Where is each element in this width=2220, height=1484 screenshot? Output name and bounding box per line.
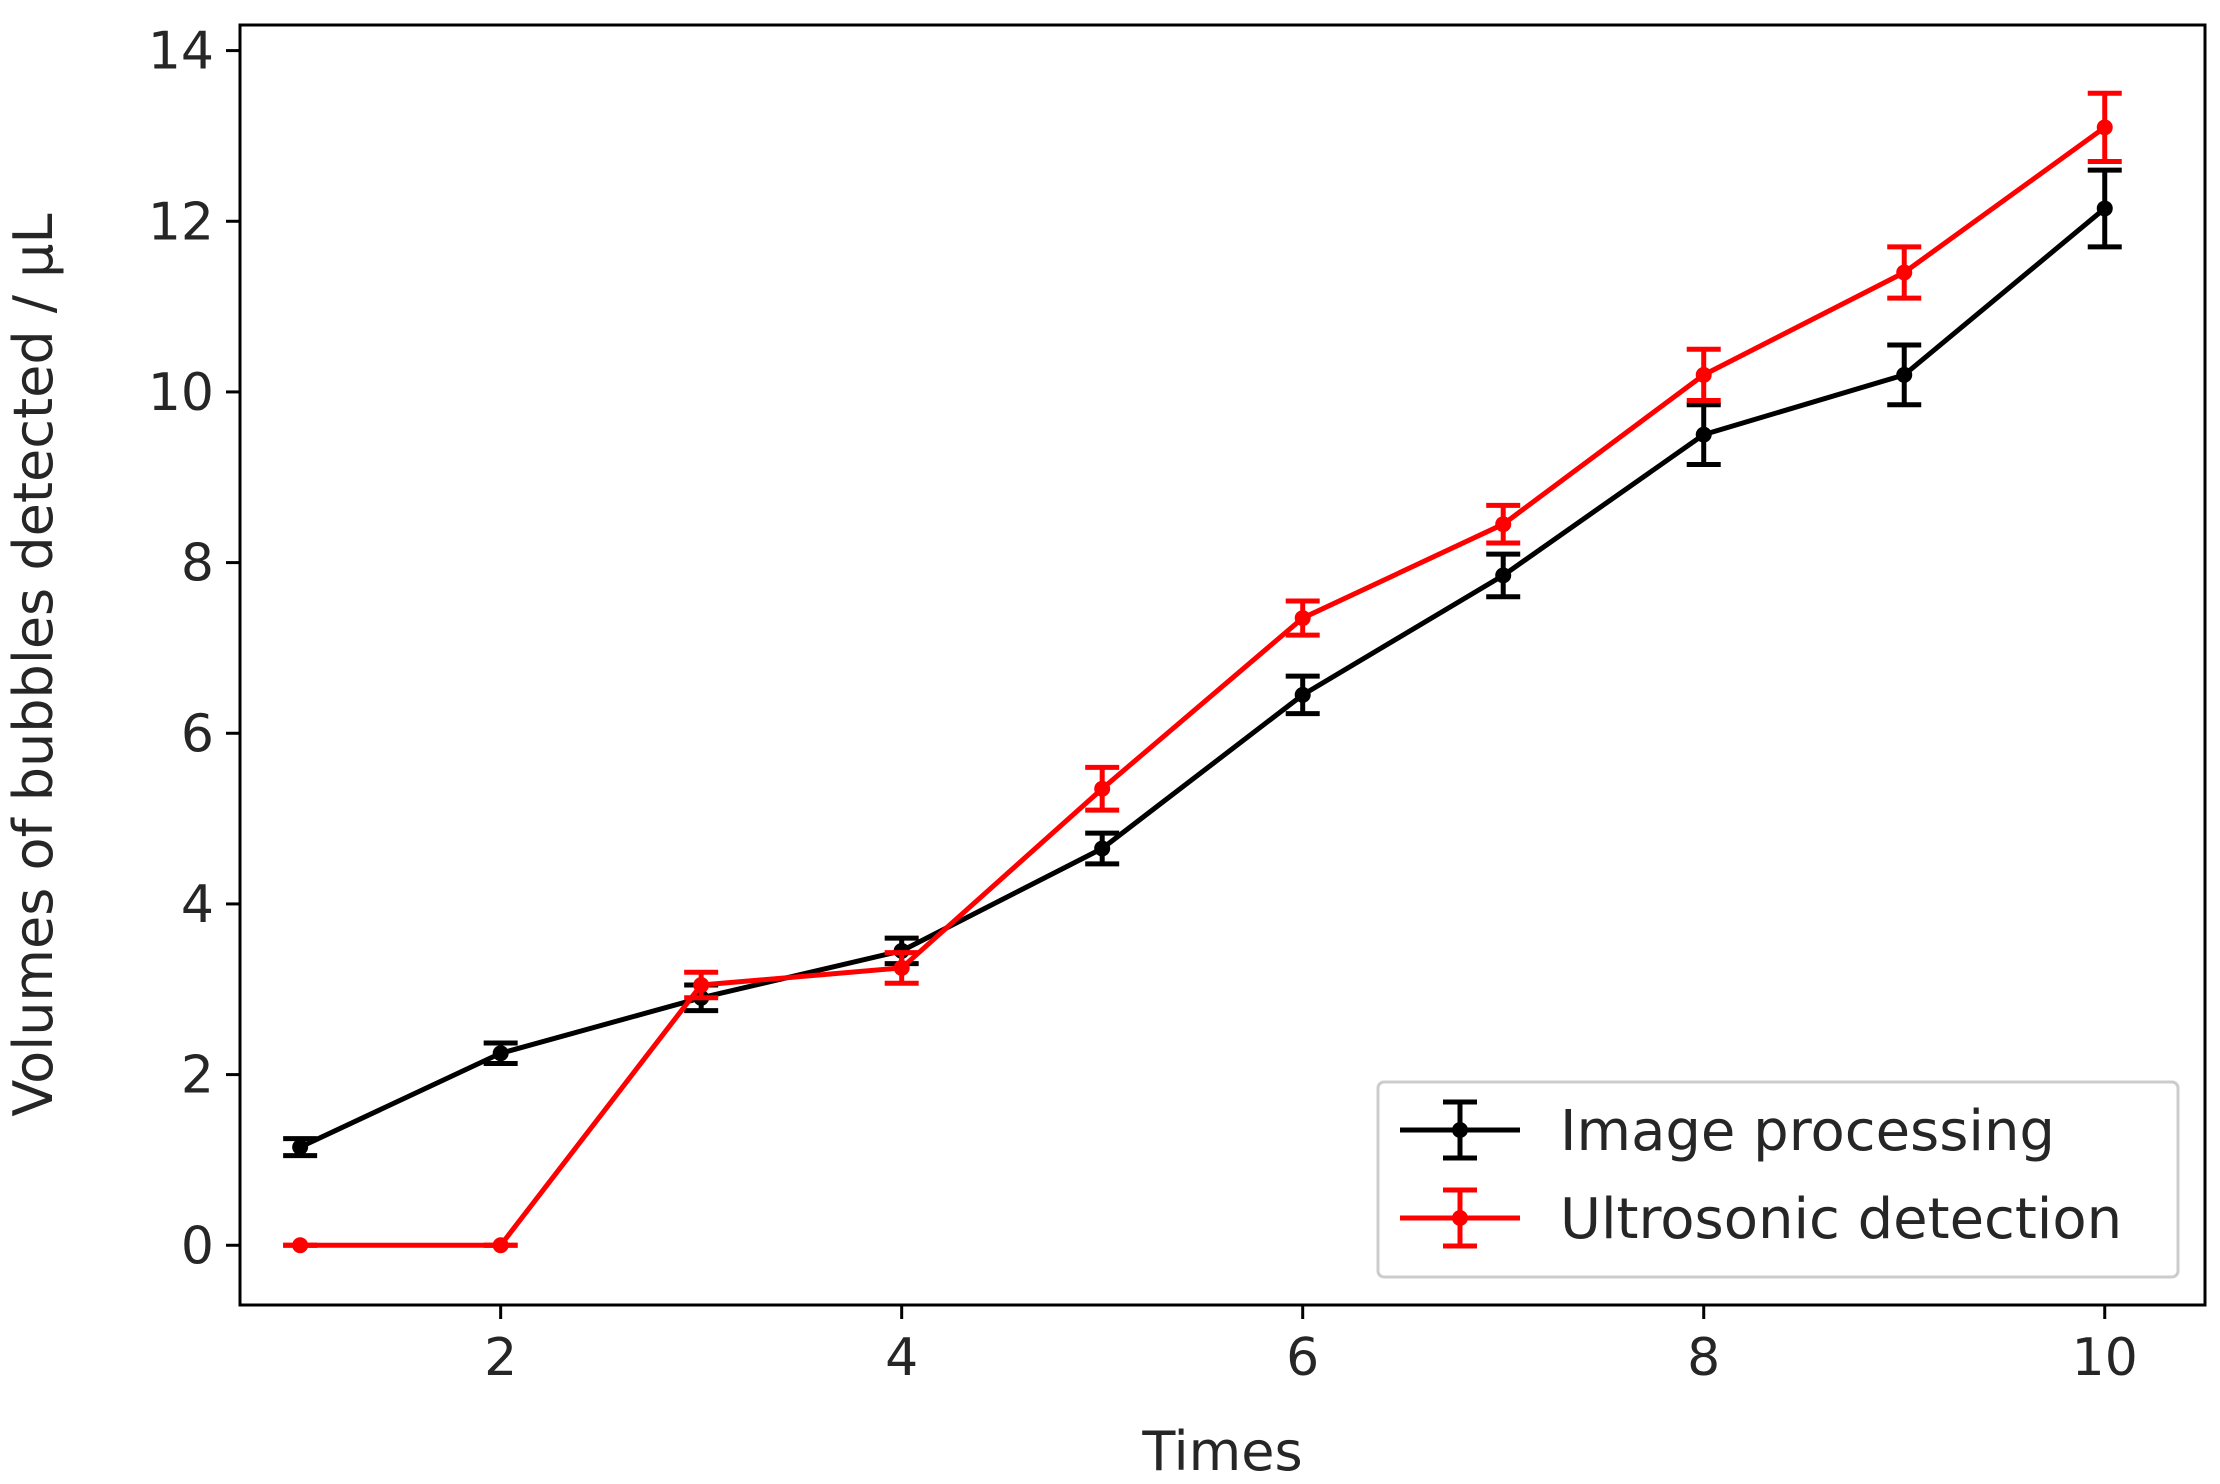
data-point	[1896, 366, 1913, 383]
y-tick-label: 2	[181, 1046, 214, 1106]
x-tick-label: 10	[2072, 1328, 2138, 1388]
y-tick-label: 8	[181, 534, 214, 594]
data-point	[1695, 426, 1712, 443]
data-point	[893, 959, 910, 976]
data-point	[1495, 567, 1512, 584]
series-line	[300, 125, 2107, 1248]
y-tick-label: 6	[181, 704, 214, 764]
data-point	[1896, 264, 1913, 281]
series-line	[299, 206, 2107, 1150]
x-tick-label: 8	[1687, 1328, 1720, 1388]
data-point	[1695, 366, 1712, 383]
data-point	[1294, 610, 1311, 627]
plot-frame	[238, 23, 2207, 1307]
legend-marker	[1452, 1122, 1468, 1138]
series-1	[283, 167, 2122, 1159]
y-tick-label: 12	[148, 192, 214, 252]
x-axis-label: Times	[1141, 1420, 1302, 1479]
data-point	[292, 1139, 309, 1156]
data-point	[2096, 200, 2113, 217]
x-axis-ticks: 2 4 6 8 10	[484, 1305, 2138, 1388]
data-point	[1495, 516, 1512, 533]
data-point	[492, 1045, 509, 1062]
legend: Image processing Ultrosonic detection	[1376, 1080, 2180, 1279]
legend-item: Image processing	[1400, 1099, 2055, 1164]
legend-item: Ultrosonic detection	[1400, 1187, 2122, 1252]
data-point	[1094, 840, 1111, 857]
y-axis-label: Volumes of bubbles detected / μL	[2, 213, 65, 1116]
y-axis-ticks: 0 2 4 6 8 10 12 14	[148, 22, 240, 1276]
data-point	[693, 977, 710, 993]
legend-label: Ultrosonic detection	[1560, 1187, 2122, 1252]
y-tick-label: 10	[148, 363, 214, 423]
data-point	[1094, 780, 1111, 797]
legend-label: Image processing	[1560, 1099, 2055, 1164]
x-tick-label: 6	[1286, 1328, 1319, 1388]
series-2	[283, 90, 2122, 1254]
x-tick-label: 4	[885, 1328, 918, 1388]
legend-marker	[1452, 1210, 1468, 1226]
y-tick-label: 14	[148, 22, 214, 82]
x-tick-label: 2	[484, 1328, 517, 1388]
data-point	[492, 1237, 509, 1254]
data-point	[292, 1237, 309, 1254]
legend-frame	[1376, 1080, 2180, 1279]
chart-marks	[283, 90, 2122, 1254]
y-tick-label: 4	[181, 875, 214, 935]
data-point	[2096, 119, 2113, 136]
data-point	[1294, 686, 1311, 703]
y-tick-label: 0	[181, 1216, 214, 1276]
